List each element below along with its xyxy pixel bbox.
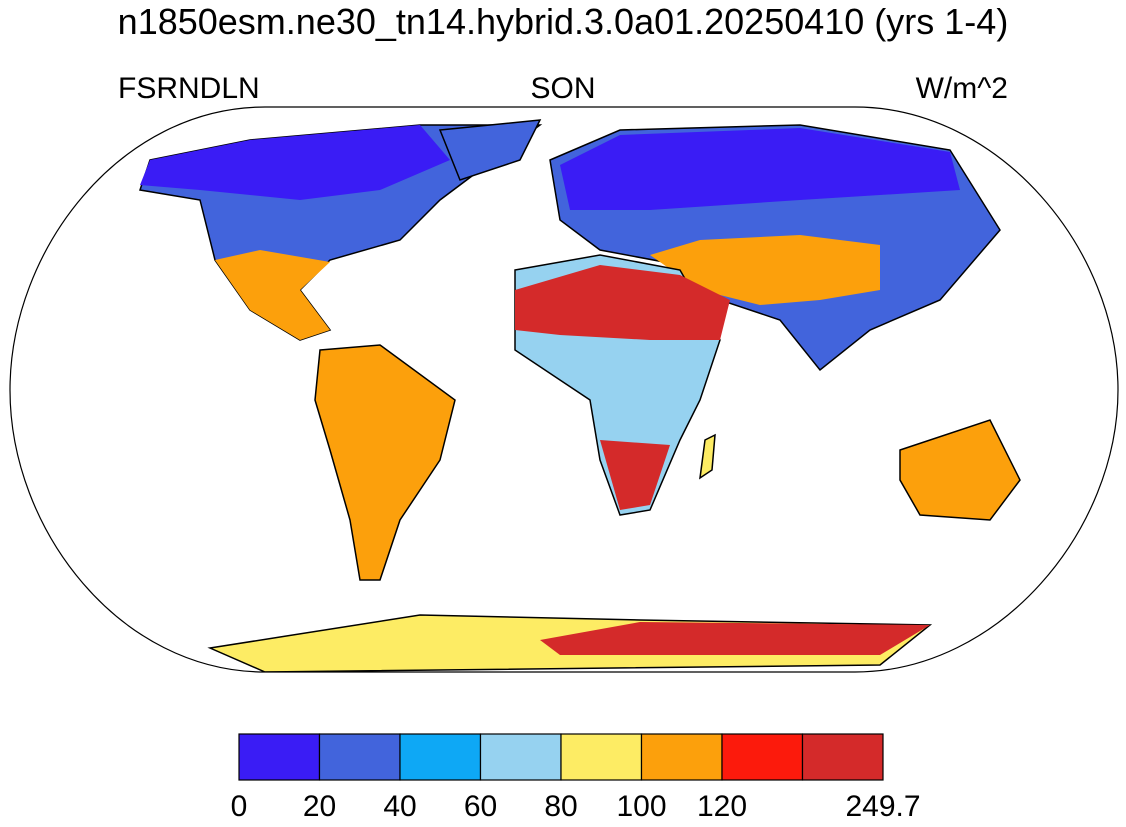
east-antarctica: [540, 622, 930, 655]
north-america-south: [215, 250, 330, 340]
sahara: [515, 265, 730, 340]
colorbar-label: 100: [616, 790, 666, 822]
colorbar-box: [238, 733, 321, 781]
colorbar-label: 0: [231, 790, 248, 822]
colorbar-box: [399, 733, 482, 781]
arctic-canada: [140, 125, 450, 200]
colorbar-label: 249.7: [845, 790, 920, 822]
central-asia: [650, 235, 880, 305]
colorbar-label: 20: [303, 790, 336, 822]
colorbar-box: [560, 733, 643, 781]
colorbar-box: [801, 733, 884, 781]
south-america: [314, 344, 456, 581]
colorbar-label: 40: [383, 790, 416, 822]
season-label: SON: [530, 72, 595, 105]
title: n1850esm.ne30_tn14.hybrid.3.0a01.2025041…: [118, 1, 1009, 42]
colorbar-box: [721, 733, 804, 781]
colorbar-box: [640, 733, 723, 781]
colorbar-label: 80: [544, 790, 577, 822]
colorbar-label: 60: [464, 790, 497, 822]
colorbar: 0 20 40 60 80 100 120 249.7: [231, 733, 921, 823]
map: [139, 119, 1021, 672]
colorbar-box: [318, 733, 401, 781]
madagascar: [699, 433, 716, 480]
greenland: [438, 119, 542, 181]
map-outline: [9, 106, 1119, 673]
colorbar-box: [479, 733, 562, 781]
units-label: W/m^2: [916, 72, 1008, 105]
australia: [899, 419, 1021, 521]
variable-label: FSRNDLN: [118, 72, 260, 105]
southern-africa: [600, 440, 670, 510]
colorbar-label: 120: [697, 790, 747, 822]
siberia: [560, 128, 960, 210]
